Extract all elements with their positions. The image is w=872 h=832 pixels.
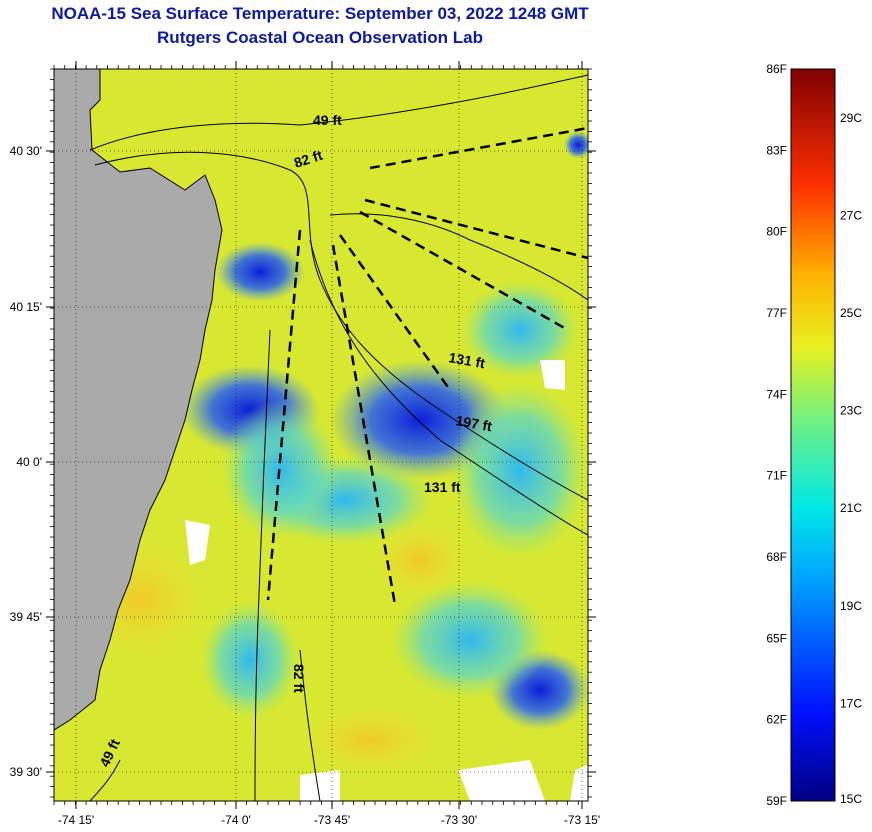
colorbar-f-label: 86F: [766, 62, 787, 76]
depth-label: 197 ft: [454, 412, 493, 434]
cloud-mask: [185, 520, 210, 565]
cool-patch: [390, 580, 550, 700]
colorbar-c-label: 17C: [840, 696, 862, 710]
cloud-mask: [300, 770, 340, 801]
colorbar-c-label: 29C: [840, 111, 862, 125]
longitude-labels: -74 15' -74 0' -73 45' -73 30' -73 15': [58, 813, 600, 827]
cold-patch: [564, 131, 588, 159]
lon-label: -74 15': [58, 813, 94, 827]
depth-label: 82 ft: [291, 664, 307, 693]
depth-label: 131 ft: [447, 349, 486, 371]
depth-contours: [89, 74, 588, 801]
colorbar-celsius-labels: 29C 27C 25C 23C 21C 19C 17C 15C: [840, 111, 862, 806]
lon-label: -73 45': [314, 813, 350, 827]
lat-label: 40 30': [10, 144, 42, 158]
warm-patch: [370, 520, 470, 600]
colorbar-f-label: 59F: [766, 794, 787, 808]
shipping-lanes: [266, 126, 588, 606]
colorbar-c-label: 21C: [840, 501, 862, 515]
colorbar-c-label: 19C: [840, 599, 862, 613]
lat-label: 40 15': [10, 300, 42, 314]
colorbar-f-label: 71F: [766, 469, 787, 483]
colorbar-c-label: 15C: [840, 792, 862, 806]
lon-label: -73 15': [564, 813, 600, 827]
cool-patch: [460, 280, 580, 380]
colorbar-f-label: 65F: [766, 631, 787, 645]
lat-label: 39 30': [10, 765, 42, 779]
graticule: [54, 69, 588, 801]
colorbar: [790, 68, 836, 802]
latitude-labels: 40 30' 40 15' 40 0' 39 45' 39 30': [10, 144, 42, 779]
cool-patch: [200, 600, 300, 720]
cloud-mask: [540, 360, 565, 390]
cloud-mask: [570, 765, 588, 801]
colorbar-f-label: 77F: [766, 306, 787, 320]
colorbar-f-label: 80F: [766, 225, 787, 239]
colorbar-c-label: 27C: [840, 208, 862, 222]
lat-label: 40 0': [16, 455, 42, 469]
map-title: NOAA-15 Sea Surface Temperature: Septemb…: [51, 4, 589, 23]
colorbar-f-label: 68F: [766, 550, 787, 564]
colorbar-c-label: 23C: [840, 404, 862, 418]
map-subtitle: Rutgers Coastal Ocean Observation Lab: [157, 28, 483, 47]
lon-label: -74 0': [221, 813, 251, 827]
colorbar-f-label: 83F: [766, 143, 787, 157]
lon-label: -73 30': [441, 813, 477, 827]
warm-patch: [300, 705, 440, 775]
cloud-mask: [458, 760, 545, 801]
colorbar-f-label: 74F: [766, 387, 787, 401]
sst-field: [54, 69, 588, 801]
plot-frame: [53, 68, 589, 802]
lat-label: 39 45': [10, 610, 42, 624]
frame-ticks: [46, 61, 596, 809]
colorbar-fahrenheit-labels: 86F 83F 80F 77F 74F 71F 68F 65F 62F 59F: [766, 62, 787, 808]
cool-patch: [450, 380, 588, 560]
land-new-jersey: [54, 69, 223, 731]
cold-patch: [215, 242, 305, 302]
depth-label: 131 ft: [424, 479, 461, 495]
depth-label: 49 ft: [313, 112, 342, 128]
colorbar-c-label: 25C: [840, 306, 862, 320]
colorbar-f-label: 62F: [766, 713, 787, 727]
